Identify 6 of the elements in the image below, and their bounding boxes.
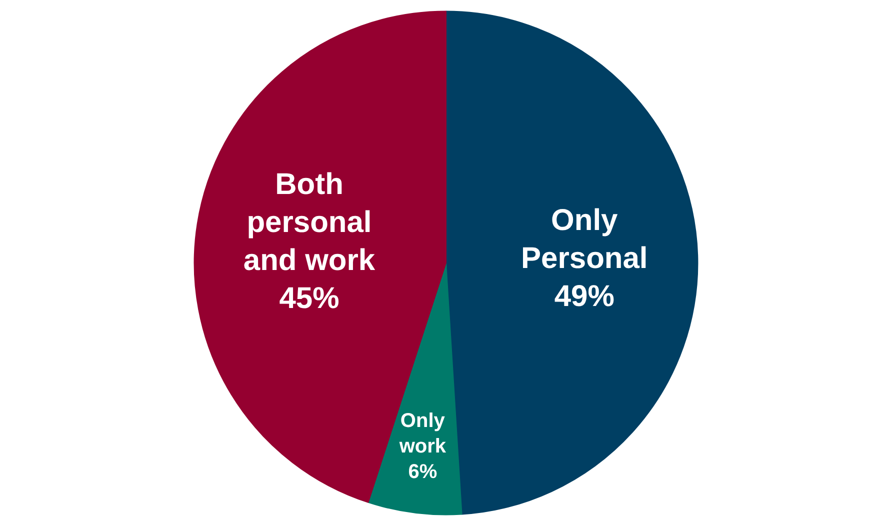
slice-label: Both personal and work: [243, 168, 376, 277]
slice-label: Only work: [398, 410, 447, 458]
data-label: 6%: [408, 460, 438, 483]
slice-label: Only Personal: [521, 204, 648, 276]
data-label: 45%: [279, 282, 340, 315]
data-label: 49%: [554, 280, 614, 314]
